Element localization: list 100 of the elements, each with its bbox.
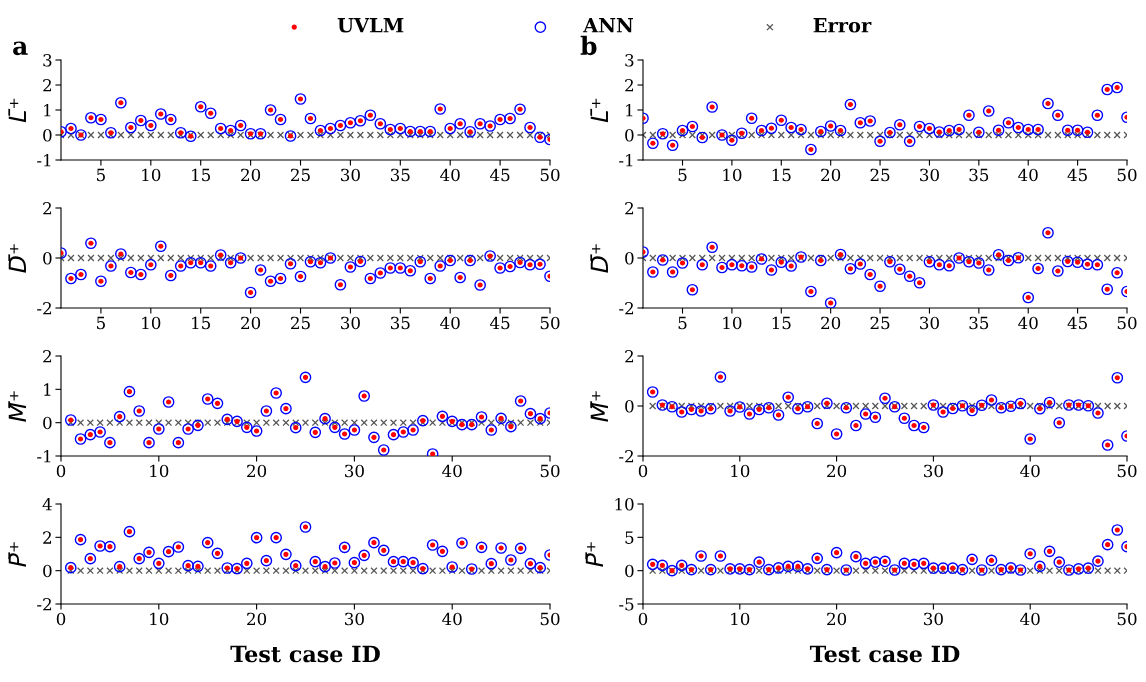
x-tick-label: 15 bbox=[192, 316, 211, 330]
x-tick-label: 50 bbox=[1117, 612, 1137, 626]
y-tick-label: 2 bbox=[625, 78, 634, 92]
x-tick-label: 50 bbox=[540, 316, 560, 330]
x-tick-label: 50 bbox=[540, 612, 560, 626]
y-tick-label: 3 bbox=[43, 53, 52, 67]
x-tick-label: 0 bbox=[638, 612, 648, 626]
x-tick-label: 10 bbox=[150, 464, 169, 478]
x-tick-label: 30 bbox=[920, 168, 939, 182]
x-tick-label: 25 bbox=[291, 168, 310, 182]
y-tick-label: -2 bbox=[37, 301, 52, 315]
x-tick-label: 50 bbox=[1117, 316, 1137, 330]
y-tick-label: 0 bbox=[43, 251, 52, 265]
x-tick-label: 15 bbox=[772, 168, 791, 182]
x-tick-label: 40 bbox=[442, 464, 462, 478]
x-tick-label: 30 bbox=[924, 612, 943, 626]
y-tick-label: 0 bbox=[43, 564, 52, 578]
chart-title: b bbox=[580, 35, 597, 56]
y-axis-title: D̄⁺ bbox=[8, 244, 26, 273]
y-tick-label: -5 bbox=[619, 598, 634, 611]
y-tick-label: -2 bbox=[619, 301, 634, 315]
y-tick-label: 5 bbox=[625, 531, 634, 544]
y-axis-title: M̄⁺ bbox=[8, 391, 26, 422]
y-tick-label: 1 bbox=[44, 383, 51, 396]
y-tick-label: 0 bbox=[625, 251, 634, 265]
x-tick-label: 10 bbox=[723, 316, 742, 330]
y-axis-title: L̄⁺ bbox=[590, 98, 608, 123]
legend-label: Error bbox=[813, 18, 872, 33]
y-tick-label: 2 bbox=[625, 349, 634, 363]
x-tick-label: 20 bbox=[821, 316, 841, 330]
x-tick-label: 20 bbox=[241, 168, 261, 182]
x-tick-label: 15 bbox=[772, 316, 791, 330]
x-tick-label: 45 bbox=[490, 316, 510, 330]
legend-label: UVLM bbox=[337, 18, 404, 33]
x-tick-label: 30 bbox=[345, 464, 364, 478]
x-tick-label: 45 bbox=[1067, 168, 1087, 182]
x-tick-label: 45 bbox=[1067, 316, 1087, 330]
y-tick-label: 2 bbox=[625, 201, 634, 215]
x-tick-label: 30 bbox=[924, 464, 943, 478]
x-tick-label: 30 bbox=[341, 316, 360, 330]
y-tick-label: 2 bbox=[43, 201, 52, 215]
x-tick-label: 40 bbox=[1020, 612, 1040, 626]
x-tick-label: 25 bbox=[291, 316, 310, 330]
x-tick-label: 5 bbox=[678, 316, 687, 330]
x-tick-label: 0 bbox=[56, 464, 66, 478]
y-tick-label: 0 bbox=[625, 564, 634, 578]
y-axis-title: D̄⁺ bbox=[590, 244, 608, 273]
y-tick-label: -2 bbox=[619, 449, 634, 463]
x-tick-label: 35 bbox=[390, 316, 410, 330]
y-tick-label: 10 bbox=[615, 497, 634, 511]
y-tick-label: 1 bbox=[44, 103, 51, 117]
x-tick-label: 50 bbox=[1117, 464, 1137, 478]
x-tick-label: 50 bbox=[540, 464, 560, 478]
x-tick-label: 10 bbox=[142, 168, 161, 182]
y-axis-title: L̄⁺ bbox=[8, 98, 26, 123]
x-tick-label: 10 bbox=[723, 168, 742, 182]
x-tick-label: 25 bbox=[870, 168, 890, 182]
x-tick-label: 40 bbox=[440, 316, 460, 330]
x-tick-label: 20 bbox=[241, 316, 261, 330]
y-tick-label: 0 bbox=[43, 128, 52, 142]
x-tick-label: 5 bbox=[97, 316, 105, 330]
y-tick-label: 0 bbox=[43, 416, 52, 430]
y-tick-label: 2 bbox=[43, 78, 52, 92]
x-tick-label: 30 bbox=[345, 612, 364, 626]
x-tick-label: 20 bbox=[827, 612, 847, 626]
x-tick-label: 0 bbox=[56, 612, 66, 626]
x-tick-label: 40 bbox=[440, 168, 460, 182]
x-tick-label: 35 bbox=[390, 168, 410, 182]
x-axis-title: Test case ID bbox=[809, 645, 960, 663]
y-tick-label: -1 bbox=[37, 449, 51, 463]
x-tick-label: 50 bbox=[1117, 168, 1137, 182]
x-tick-label: 40 bbox=[442, 612, 462, 626]
x-tick-label: 10 bbox=[142, 316, 161, 330]
y-tick-label: 0 bbox=[625, 399, 634, 413]
x-tick-label: 45 bbox=[490, 168, 510, 182]
y-tick-label: -2 bbox=[37, 597, 52, 611]
y-tick-label: 0 bbox=[625, 128, 634, 142]
x-tick-label: 15 bbox=[192, 168, 211, 182]
x-axis-title: Test case ID bbox=[230, 645, 380, 663]
y-tick-label: 2 bbox=[43, 349, 52, 363]
legend-label: ANN bbox=[583, 18, 634, 33]
x-tick-label: 35 bbox=[969, 316, 989, 330]
x-tick-label: 30 bbox=[920, 316, 939, 330]
x-tick-label: 40 bbox=[1018, 168, 1038, 182]
x-tick-label: 35 bbox=[969, 168, 989, 182]
x-tick-label: 40 bbox=[1020, 464, 1040, 478]
y-tick-label: 1 bbox=[626, 103, 633, 117]
chart-title: a bbox=[13, 41, 28, 56]
y-axis-title: M̄⁺ bbox=[590, 391, 608, 422]
x-tick-label: 5 bbox=[97, 168, 105, 182]
x-tick-label: 50 bbox=[540, 168, 560, 182]
y-axis-title: P̄⁺ bbox=[585, 542, 603, 567]
x-tick-label: 20 bbox=[827, 464, 847, 478]
x-tick-label: 5 bbox=[678, 168, 687, 182]
x-tick-label: 30 bbox=[341, 168, 360, 182]
x-tick-label: 20 bbox=[247, 464, 267, 478]
x-tick-label: 20 bbox=[821, 168, 841, 182]
y-tick-label: 2 bbox=[43, 531, 52, 544]
y-tick-label: -1 bbox=[619, 153, 633, 167]
x-tick-label: 20 bbox=[247, 612, 267, 626]
